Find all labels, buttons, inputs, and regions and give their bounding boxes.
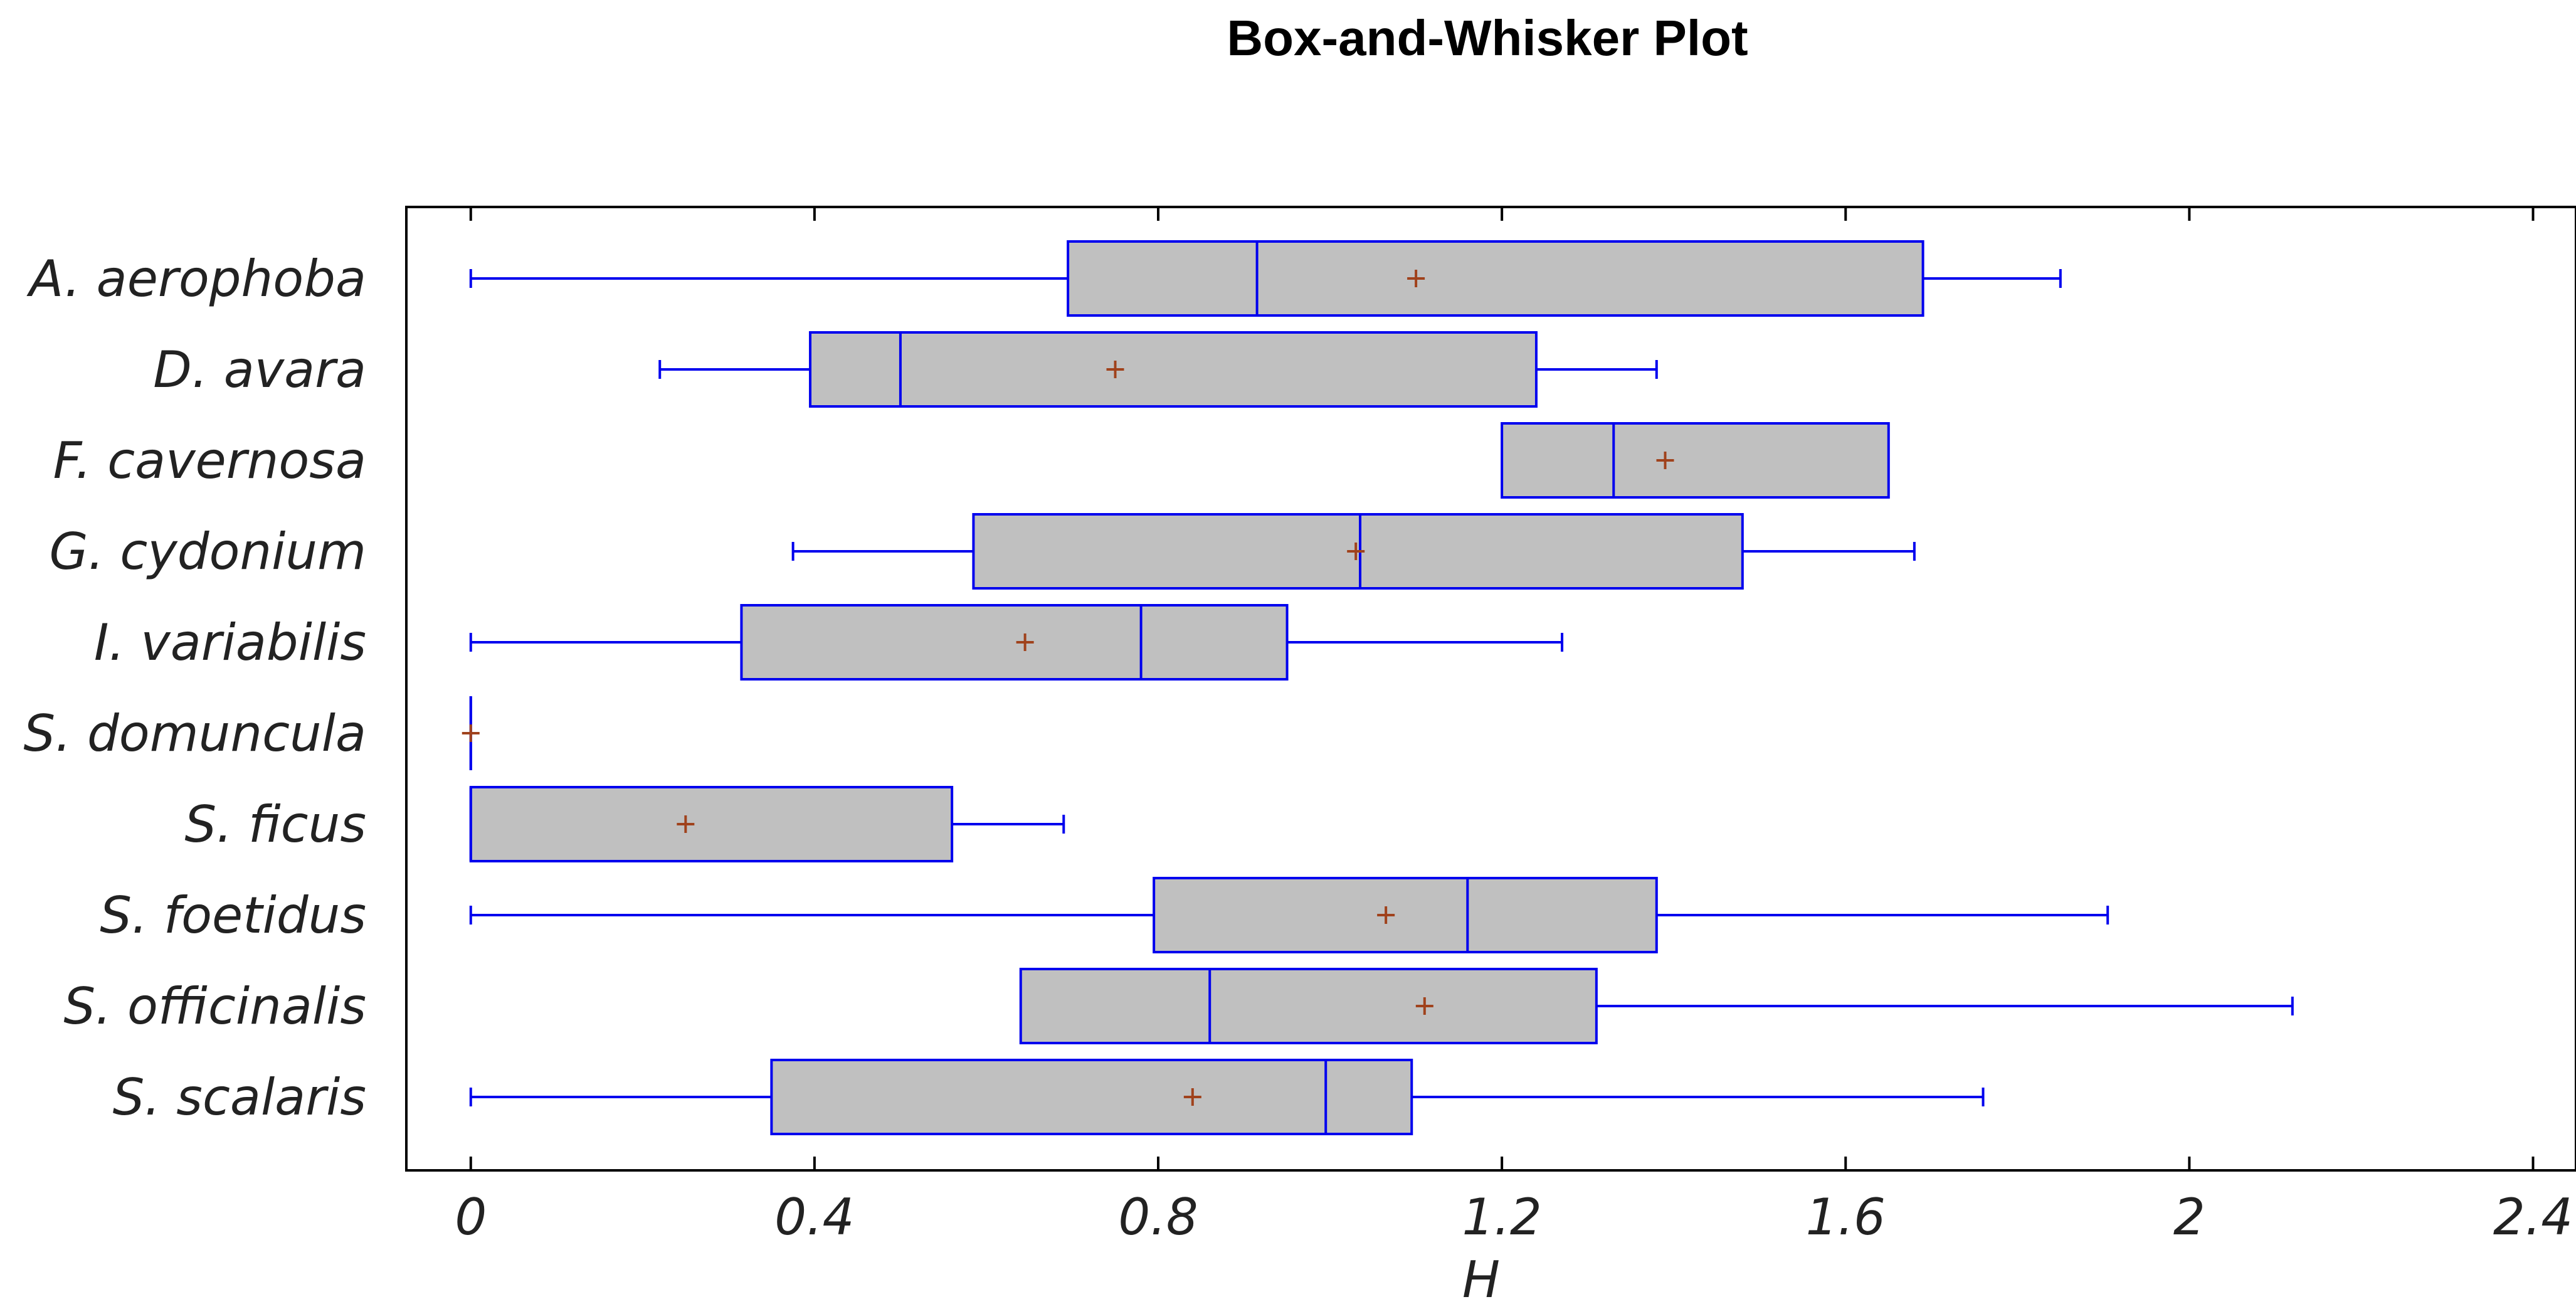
category-label-f-cavernosa: F. cavernosa [53,432,366,490]
mean-marker-s-scalaris [1183,1088,1201,1106]
x-tick-label-5: 2 [2173,1188,2205,1246]
category-label-d-avara: D. avara [153,341,366,399]
mean-marker-d-avara [1106,361,1124,378]
mean-marker-i-variabilis [1016,633,1034,651]
x-tick-label-3: 1.2 [1462,1188,1542,1246]
category-label-a-aerophoba: A. aerophoba [26,250,366,308]
x-tick-label-0: 0 [455,1188,487,1246]
category-label-i-variabilis: I. variabilis [94,613,366,672]
box-a-aerophoba [1067,240,1924,317]
mean-marker-s-officinalis [1415,997,1433,1015]
category-label-s-scalaris: S. scalaris [113,1068,366,1126]
mean-marker-g-cydonium [1347,543,1365,560]
mean-marker-s-foetidus [1377,906,1395,924]
plot-marks: A. aerophoba D. avara F. cavernosa G. cydon… [23,207,2573,1246]
category-label-s-officinalis: S. officinalis [63,977,366,1036]
x-tick-label-6: 2.4 [2493,1188,2573,1246]
chart-title: Box-and-Whisker Plot [1227,10,1748,66]
category-label-s-foetidus: S. foetidus [100,886,366,945]
x-axis-label: H [1462,1251,1500,1309]
mean-marker-s-ficus [677,815,695,833]
category-label-g-cydonium: G. cydonium [50,522,366,581]
box-d-avara [809,331,1538,408]
mean-marker-f-cavernosa [1656,452,1674,469]
x-tick-label-4: 1.6 [1806,1188,1886,1246]
box-s-foetidus [1153,877,1658,953]
plot-frame [405,206,2576,1172]
box-s-ficus [469,786,954,862]
box-i-variabilis [740,604,1289,681]
box-s-officinalis [1019,968,1598,1044]
mean-marker-s-domuncula [462,724,480,742]
x-tick-label-2: 0.8 [1118,1188,1198,1246]
box-f-cavernosa [1501,422,1890,499]
x-tick-label-1: 0.4 [774,1188,854,1246]
box-s-scalaris [770,1059,1413,1135]
mean-marker-a-aerophoba [1407,270,1425,287]
category-label-s-ficus: S. ficus [184,795,366,854]
category-label-s-domuncula: S. domuncula [23,704,366,763]
